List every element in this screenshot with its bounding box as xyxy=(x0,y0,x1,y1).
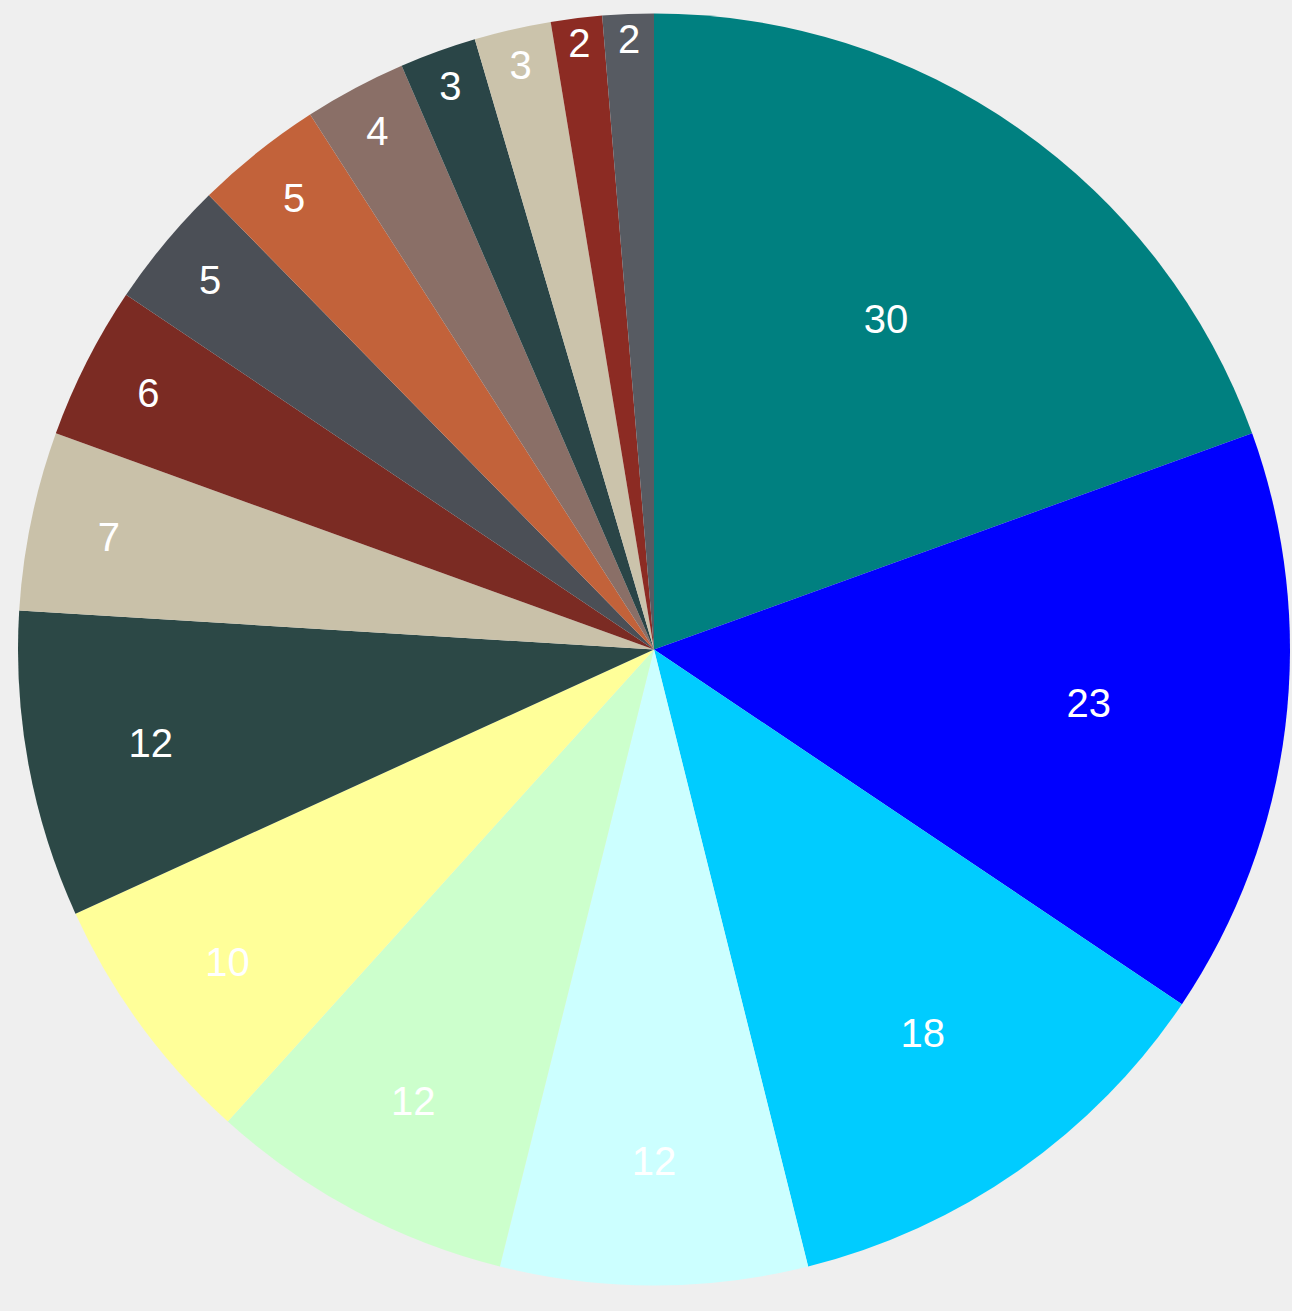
svg-text:2: 2 xyxy=(568,21,590,65)
svg-text:10: 10 xyxy=(205,940,250,984)
svg-text:5: 5 xyxy=(199,258,221,302)
svg-text:18: 18 xyxy=(901,1011,946,1055)
svg-text:23: 23 xyxy=(1066,681,1111,725)
svg-text:12: 12 xyxy=(391,1079,436,1123)
svg-text:2: 2 xyxy=(618,17,640,61)
svg-text:3: 3 xyxy=(439,64,461,108)
svg-text:30: 30 xyxy=(864,297,909,341)
svg-text:7: 7 xyxy=(98,515,120,559)
svg-text:5: 5 xyxy=(283,176,305,220)
svg-text:3: 3 xyxy=(510,43,532,87)
svg-text:12: 12 xyxy=(632,1139,677,1183)
svg-text:12: 12 xyxy=(128,721,173,765)
svg-text:6: 6 xyxy=(137,371,159,415)
svg-text:4: 4 xyxy=(366,109,388,153)
